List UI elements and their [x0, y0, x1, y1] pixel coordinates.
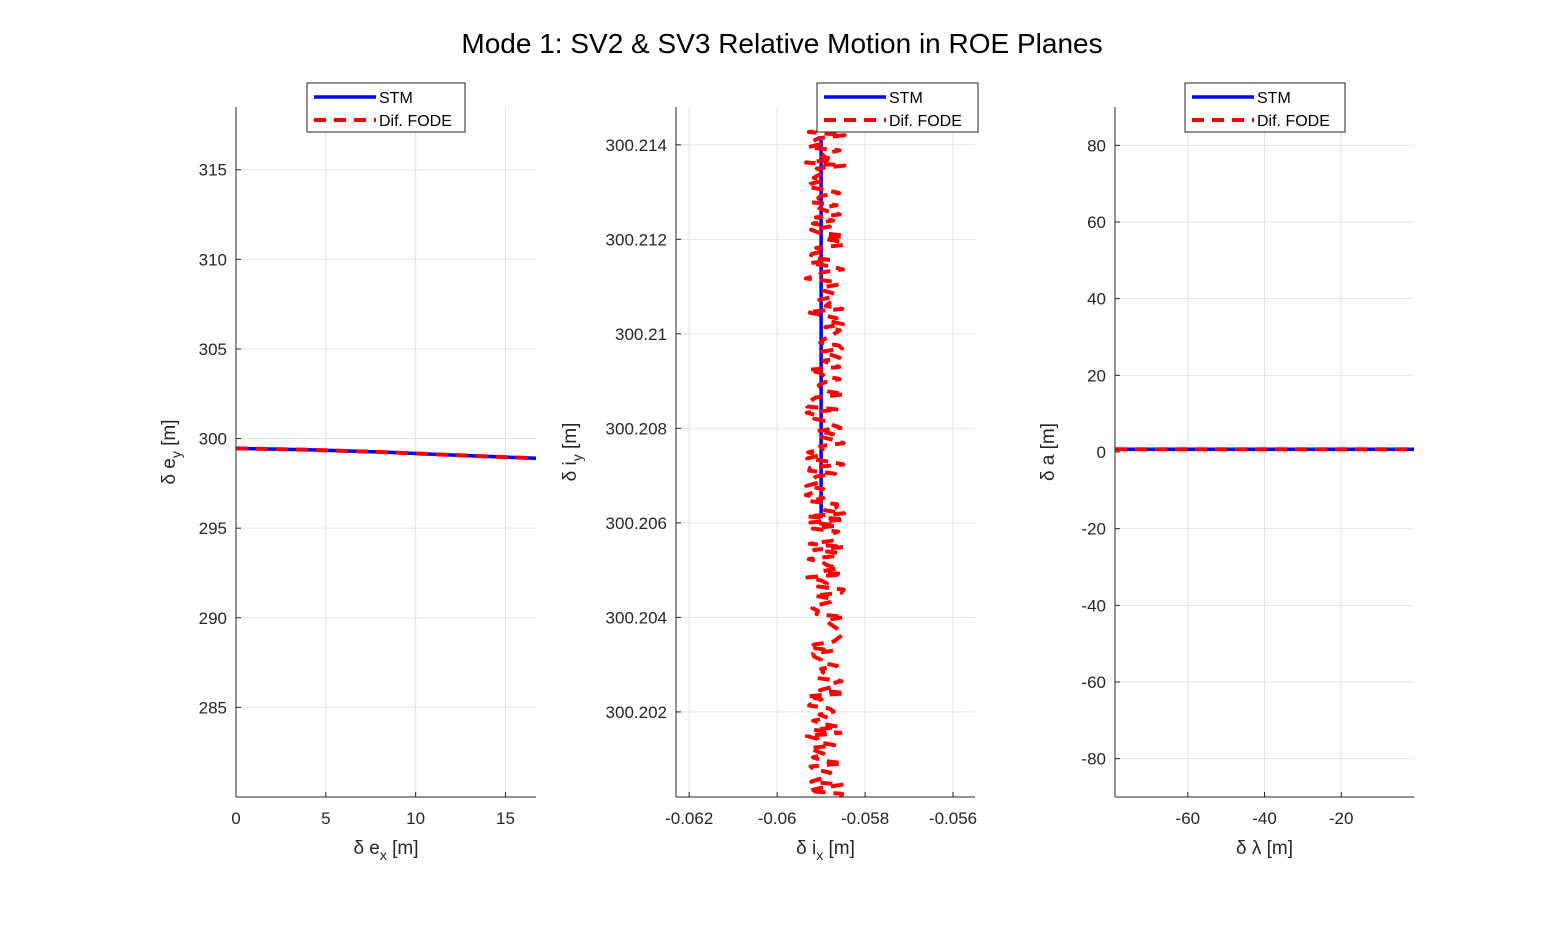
y-tick-label: 300.202	[606, 703, 667, 722]
x-axis-label: δ ix [m]	[796, 838, 855, 863]
y-tick-label: 20	[1087, 366, 1106, 385]
series-line-fode	[236, 446, 536, 461]
legend: STM Dif. FODE	[306, 82, 466, 133]
y-tick-label: 285	[199, 698, 227, 717]
legend-label-fode: Dif. FODE	[379, 113, 452, 130]
roe-plane-ix-iy: -0.062 -0.06 -0.058 -0.056 300.202 300.204 300…	[560, 82, 979, 863]
y-tick-label: 60	[1087, 213, 1106, 232]
roe-plane-ex-ey: 0 5 10 15 285 290 295 300 305 310 315 δ ex [m] δ ey …	[159, 82, 536, 863]
y-tick-label: 300.212	[606, 230, 667, 249]
x-tick-label: -0.056	[929, 809, 977, 828]
legend-label-stm: STM	[379, 90, 413, 107]
y-tick-label: 310	[199, 250, 227, 269]
legend-label-stm: STM	[1257, 90, 1291, 107]
y-axis-label: δ ey [m]	[159, 419, 184, 484]
x-tick-label: -40	[1252, 809, 1277, 828]
y-tick-label: -60	[1081, 673, 1106, 692]
y-axis-label: δ iy [m]	[560, 423, 585, 482]
y-tick-label: 300.206	[606, 514, 667, 533]
x-tick-label: -0.06	[758, 809, 797, 828]
y-tick-label: 40	[1087, 290, 1106, 309]
legend-label-stm: STM	[889, 90, 923, 107]
y-axis-label: δ a [m]	[1038, 423, 1059, 481]
y-tick-label: 300.21	[615, 325, 667, 344]
x-tick-label: -0.062	[665, 809, 713, 828]
y-tick-label: 315	[199, 161, 227, 180]
legend-box	[816, 82, 979, 133]
y-tick-label: 300	[199, 430, 227, 449]
plot-area	[803, 124, 848, 797]
legend-box	[1184, 82, 1346, 133]
y-tick-label: 305	[199, 340, 227, 359]
x-tick-label: 10	[406, 809, 425, 828]
x-tick-label: -0.058	[841, 809, 889, 828]
legend-box	[306, 82, 466, 133]
y-tick-label: 290	[199, 609, 227, 628]
figure-title: Mode 1: SV2 & SV3 Relative Motion in ROE…	[461, 28, 1102, 59]
series-line-fode	[803, 124, 848, 797]
x-axis-label: δ λ [m]	[1236, 838, 1293, 859]
legend-label-fode: Dif. FODE	[1257, 113, 1330, 130]
y-tick-label: 300.204	[606, 608, 667, 627]
legend-label-fode: Dif. FODE	[889, 113, 962, 130]
y-tick-label: 0	[1097, 443, 1106, 462]
x-tick-label: -60	[1176, 809, 1201, 828]
x-tick-label: 15	[496, 809, 515, 828]
y-tick-label: 300.214	[606, 136, 667, 155]
plot-area	[236, 446, 536, 461]
x-axis-label: δ ex [m]	[353, 838, 418, 863]
legend: STM Dif. FODE	[816, 82, 979, 133]
x-tick-label: 0	[231, 809, 240, 828]
x-tick-label: -20	[1329, 809, 1354, 828]
legend: STM Dif. FODE	[1184, 82, 1346, 133]
x-tick-label: 5	[321, 809, 330, 828]
roe-plane-lambda-a: -60 -40 -20 -80 -60 -40 -20 0 20 40 60 80 δ λ [m] δ a…	[1038, 82, 1414, 859]
y-tick-label: -20	[1081, 520, 1106, 539]
y-tick-label: -40	[1081, 596, 1106, 615]
y-tick-label: -80	[1081, 750, 1106, 769]
y-tick-label: 80	[1087, 136, 1106, 155]
y-tick-label: 300.208	[606, 419, 667, 438]
y-tick-label: 295	[199, 519, 227, 538]
